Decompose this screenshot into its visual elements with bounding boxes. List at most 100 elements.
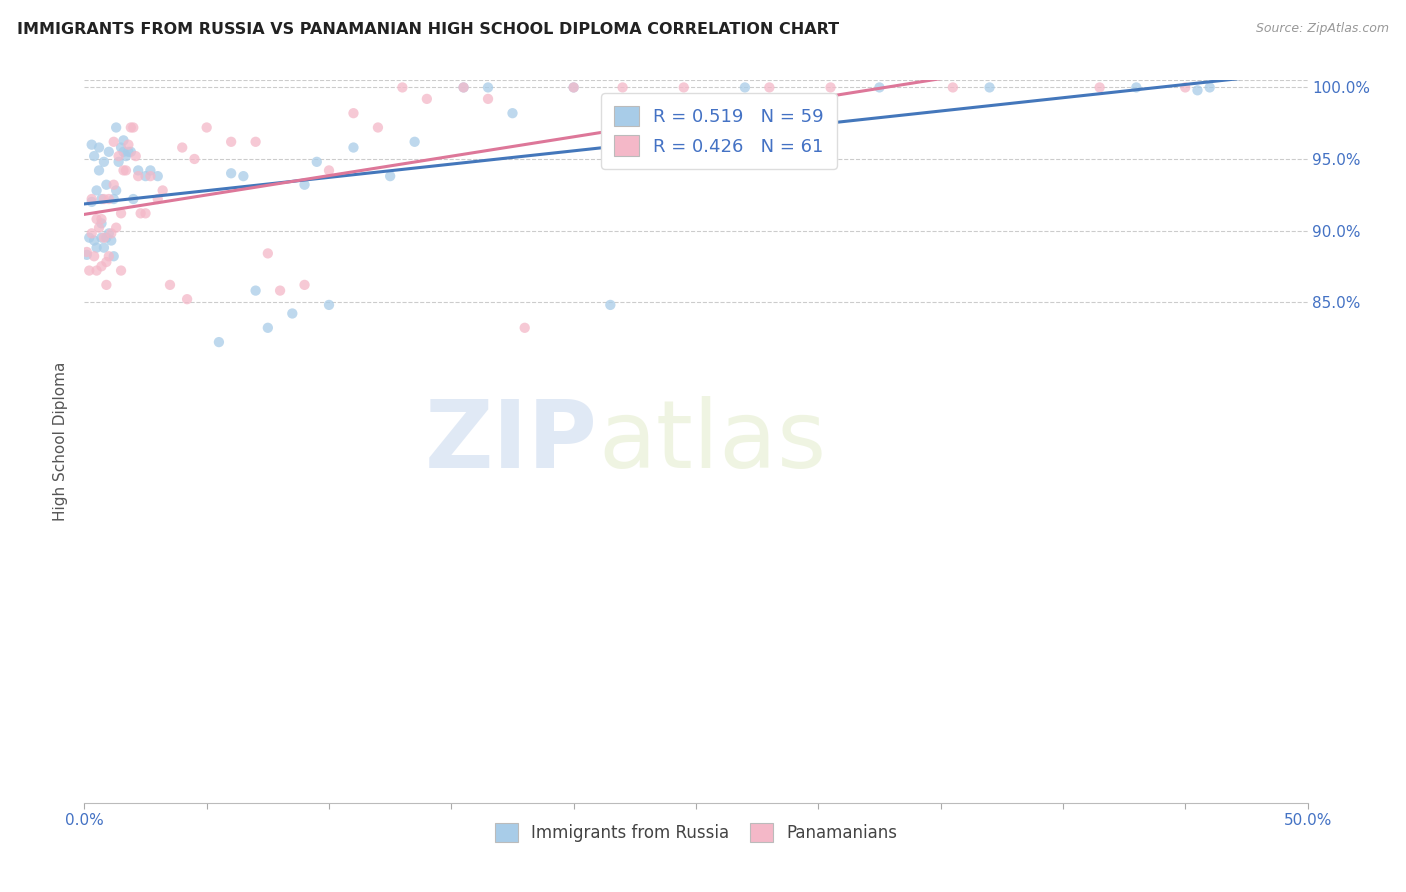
Point [96,277,118,292]
Text: ZIP: ZIP [425,395,598,488]
Point [76,244,98,259]
Point [77,230,100,244]
Point [112,163,135,178]
Legend: Immigrants from Russia, Panamanians: Immigrants from Russia, Panamanians [488,816,904,848]
Point [110,206,132,220]
Point [107,154,129,169]
Point [83,249,105,263]
Point [80,227,103,241]
Point [103,178,125,192]
Point [1187,83,1209,97]
Point [404,135,426,149]
Point [1088,80,1111,95]
Point [120,145,142,159]
Point [112,133,135,147]
Point [183,152,205,166]
Point [257,320,280,334]
Point [97,227,120,241]
Point [90,260,112,274]
Point [80,194,103,209]
Text: IMMIGRANTS FROM RUSSIA VS PANAMANIAN HIGH SCHOOL DIPLOMA CORRELATION CHART: IMMIGRANTS FROM RUSSIA VS PANAMANIAN HIG… [17,22,839,37]
Point [100,234,122,248]
Point [734,80,756,95]
Point [281,306,304,320]
Point [869,80,891,95]
Point [115,163,138,178]
Point [100,227,122,241]
Point [477,80,499,95]
Point [93,241,115,255]
Point [502,106,524,120]
Point [152,184,174,198]
Point [820,80,842,95]
Point [125,149,148,163]
Point [453,80,475,95]
Point [83,149,105,163]
Point [117,137,139,152]
Point [139,169,162,183]
Point [1174,80,1197,95]
Point [172,140,194,154]
Point [219,135,242,149]
Point [117,145,139,159]
Point [146,192,169,206]
Point [135,206,157,220]
Point [562,80,585,95]
Point [294,178,316,192]
Y-axis label: High School Diploma: High School Diploma [53,362,69,521]
Point [159,277,181,292]
Point [96,230,118,244]
Point [513,320,536,334]
Point [103,135,125,149]
Text: atlas: atlas [598,395,827,488]
Point [96,178,118,192]
Point [146,169,169,183]
Point [93,192,115,206]
Point [127,169,149,183]
Point [97,145,120,159]
Point [942,80,965,95]
Point [129,206,152,220]
Point [612,80,634,95]
Point [103,192,125,206]
Point [318,298,340,312]
Point [93,230,115,244]
Point [195,120,218,135]
Point [391,80,413,95]
Point [80,137,103,152]
Point [208,335,231,350]
Point [305,154,328,169]
Point [105,220,128,235]
Point [294,277,316,292]
Point [599,298,621,312]
Point [80,192,103,206]
Point [97,249,120,263]
Point [105,120,128,135]
Point [219,166,242,180]
Point [105,184,128,198]
Point [120,120,142,135]
Point [110,263,132,277]
Point [979,80,1001,95]
Point [87,140,110,154]
Point [342,106,364,120]
Point [380,169,402,183]
Point [86,263,108,277]
Point [232,169,254,183]
Point [97,192,120,206]
Point [77,263,100,277]
Point [245,284,267,298]
Point [83,234,105,248]
Point [107,149,129,163]
Point [90,212,112,227]
Point [1198,80,1220,95]
Point [90,216,112,230]
Point [90,192,112,206]
Point [416,92,439,106]
Point [135,169,157,183]
Point [269,284,291,298]
Point [127,163,149,178]
Point [342,140,364,154]
Point [90,230,112,244]
Point [112,145,135,159]
